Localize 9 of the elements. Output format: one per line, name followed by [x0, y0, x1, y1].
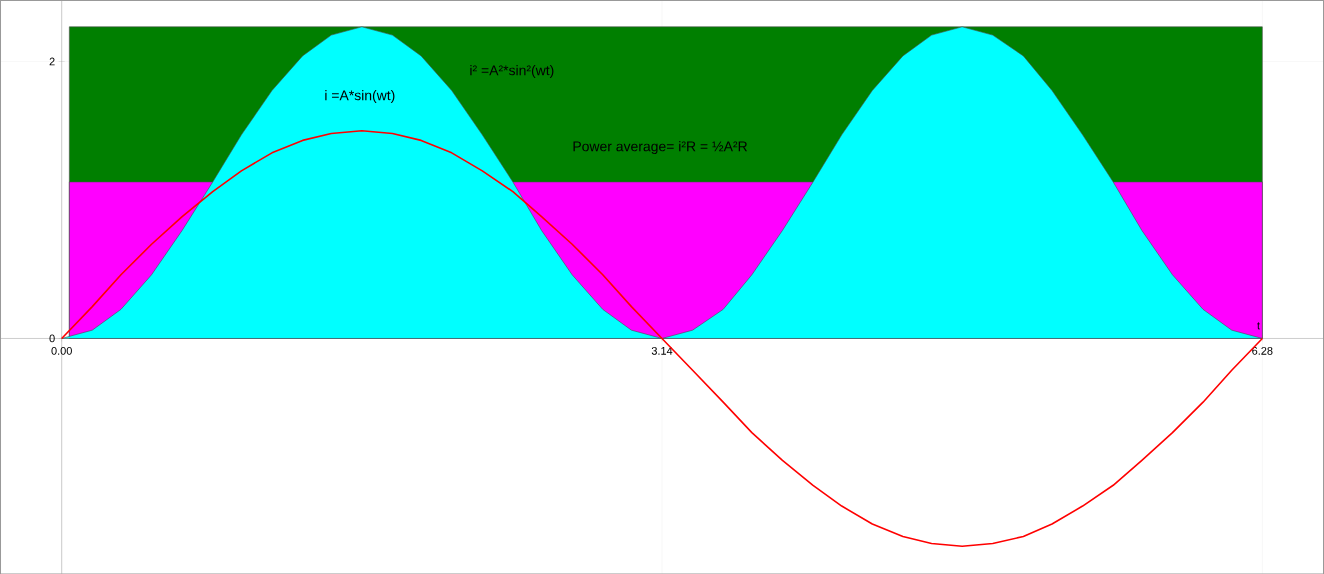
x-tick-label: 0.00	[51, 346, 72, 355]
y-tick-label: 2	[49, 57, 55, 66]
x-axis-title: t	[1257, 322, 1260, 330]
annotation: i =A*sin(wt)	[325, 89, 395, 103]
y-tick-label: 0	[49, 334, 55, 343]
x-tick-label: 3.14	[651, 346, 673, 355]
annotation: i² =A²*sin²(wt)	[470, 64, 554, 78]
x-tick-label: 6.28	[1252, 346, 1273, 355]
annotation: Power average= i²R = ½A²R	[573, 140, 748, 154]
